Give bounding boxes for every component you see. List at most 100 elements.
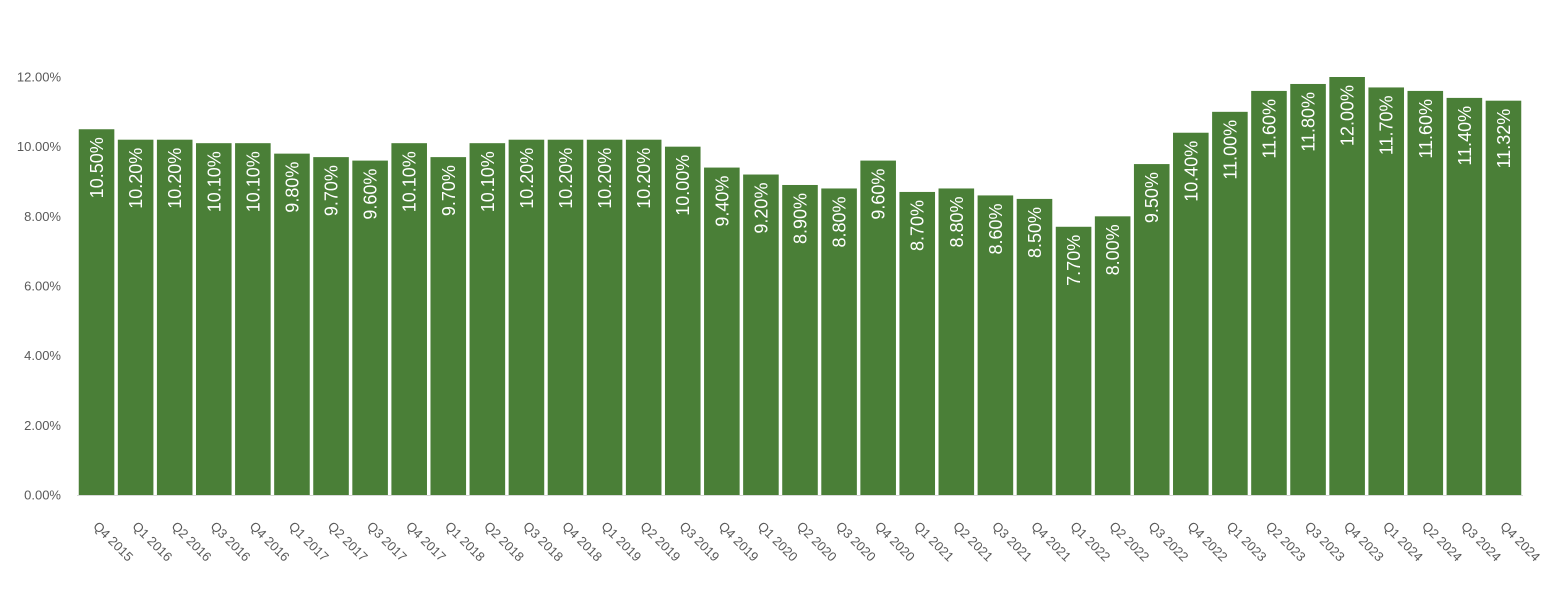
y-tick-label: 2.00% bbox=[24, 418, 61, 433]
y-axis: 0.00% 2.00% 4.00% 6.00% 8.00% 10.00% 12.00% bbox=[17, 70, 62, 503]
bar bbox=[469, 143, 506, 495]
bar bbox=[117, 139, 154, 495]
data-label: 10.00% bbox=[673, 155, 693, 216]
bar bbox=[313, 157, 349, 495]
y-tick-label: 12.00% bbox=[17, 70, 62, 85]
data-label: 9.70% bbox=[439, 165, 459, 216]
x-tick-label: Q2 2024 bbox=[1419, 519, 1465, 565]
data-label: 11.60% bbox=[1416, 99, 1436, 159]
bar bbox=[1133, 164, 1170, 495]
bar bbox=[274, 153, 310, 495]
bar bbox=[430, 157, 467, 495]
data-label: 10.50% bbox=[87, 137, 107, 198]
x-tick-label: Q3 2020 bbox=[833, 519, 879, 565]
bar bbox=[1485, 100, 1522, 495]
data-label: 12.00% bbox=[1338, 85, 1358, 146]
y-tick-label: 6.00% bbox=[24, 279, 61, 294]
bar bbox=[78, 129, 115, 495]
x-tick-label: Q4 2017 bbox=[403, 519, 449, 565]
bar bbox=[899, 191, 936, 495]
x-tick-label: Q2 2016 bbox=[169, 519, 215, 565]
bar bbox=[156, 139, 193, 495]
data-label: 11.80% bbox=[1299, 92, 1319, 152]
bar bbox=[1016, 198, 1053, 496]
x-tick-label: Q4 2019 bbox=[716, 519, 762, 565]
bar bbox=[508, 139, 545, 495]
data-label: 11.60% bbox=[1259, 99, 1279, 159]
data-label: 9.60% bbox=[869, 169, 889, 220]
x-tick-label: Q1 2017 bbox=[286, 519, 332, 565]
data-label: 8.80% bbox=[830, 196, 850, 247]
data-label: 10.10% bbox=[400, 151, 420, 212]
x-tick-label: Q4 2024 bbox=[1497, 519, 1543, 565]
bar bbox=[1368, 87, 1405, 495]
x-tick-label: Q3 2018 bbox=[520, 519, 566, 565]
x-tick-label: Q4 2016 bbox=[247, 519, 293, 565]
x-tick-label: Q1 2023 bbox=[1224, 519, 1270, 565]
x-tick-label: Q1 2024 bbox=[1380, 519, 1426, 565]
x-tick-label: Q2 2017 bbox=[325, 519, 371, 565]
x-tick-label: Q4 2015 bbox=[90, 519, 136, 565]
x-tick-label: Q3 2017 bbox=[364, 519, 410, 565]
data-label: 8.60% bbox=[986, 203, 1006, 254]
data-label: 9.40% bbox=[712, 176, 732, 227]
data-label: 10.10% bbox=[478, 151, 498, 212]
bar bbox=[664, 146, 701, 496]
bar bbox=[352, 160, 388, 495]
x-tick-label: Q4 2023 bbox=[1341, 519, 1387, 565]
x-tick-label: Q2 2021 bbox=[950, 519, 996, 565]
x-tick-label: Q3 2023 bbox=[1302, 519, 1348, 565]
x-tick-label: Q3 2024 bbox=[1458, 519, 1504, 565]
data-label: 11.70% bbox=[1377, 95, 1397, 155]
x-tick-label: Q2 2023 bbox=[1263, 519, 1309, 565]
data-label: 10.10% bbox=[204, 151, 224, 212]
bar bbox=[1094, 216, 1131, 495]
x-tick-label: Q2 2019 bbox=[638, 519, 684, 565]
bar bbox=[743, 174, 779, 495]
data-label: 8.90% bbox=[791, 193, 811, 244]
bar bbox=[235, 143, 271, 495]
data-label: 10.20% bbox=[595, 148, 615, 209]
bar bbox=[1329, 77, 1365, 495]
data-label: 8.50% bbox=[1025, 207, 1045, 258]
data-label: 8.00% bbox=[1103, 224, 1123, 275]
bar bbox=[1055, 226, 1092, 495]
x-tick-label: Q2 2018 bbox=[481, 519, 527, 565]
x-tick-label: Q1 2022 bbox=[1067, 519, 1113, 565]
y-tick-label: 4.00% bbox=[24, 348, 61, 363]
bar bbox=[586, 139, 623, 495]
bar bbox=[547, 139, 584, 495]
data-label: 8.80% bbox=[947, 196, 967, 247]
bar bbox=[1446, 97, 1483, 496]
x-tick-label: Q4 2018 bbox=[559, 519, 605, 565]
y-tick-label: 10.00% bbox=[17, 139, 62, 154]
x-tick-label: Q3 2016 bbox=[208, 519, 254, 565]
x-tick-label: Q1 2016 bbox=[129, 519, 175, 565]
data-label: 10.40% bbox=[1181, 141, 1201, 202]
data-label: 11.32% bbox=[1494, 109, 1514, 169]
bar bbox=[1407, 90, 1444, 496]
data-label: 11.40% bbox=[1455, 106, 1475, 166]
x-tick-label: Q2 2022 bbox=[1107, 519, 1153, 565]
data-label: 9.20% bbox=[751, 183, 771, 234]
x-tick-label: Q1 2018 bbox=[442, 519, 488, 565]
bar bbox=[782, 184, 818, 496]
bar bbox=[1290, 83, 1326, 495]
bar bbox=[625, 139, 662, 495]
data-label: 9.80% bbox=[282, 162, 302, 213]
bars: 10.50% 10.20% 10.20% 10.10% 10.10% 9.80% 9.70%… bbox=[78, 77, 1522, 496]
x-tick-label: Q1 2019 bbox=[598, 519, 644, 565]
x-tick-label: Q1 2021 bbox=[911, 519, 957, 565]
x-tick-label: Q3 2019 bbox=[677, 519, 723, 565]
y-tick-label: 0.00% bbox=[24, 488, 61, 503]
bar bbox=[938, 188, 975, 495]
bar bbox=[821, 188, 857, 495]
data-label: 7.70% bbox=[1064, 235, 1084, 286]
data-label: 9.70% bbox=[322, 165, 342, 216]
data-label: 10.20% bbox=[126, 148, 146, 209]
x-tick-label: Q4 2020 bbox=[872, 519, 918, 565]
y-tick-label: 8.00% bbox=[24, 209, 61, 224]
bar bbox=[391, 143, 427, 495]
